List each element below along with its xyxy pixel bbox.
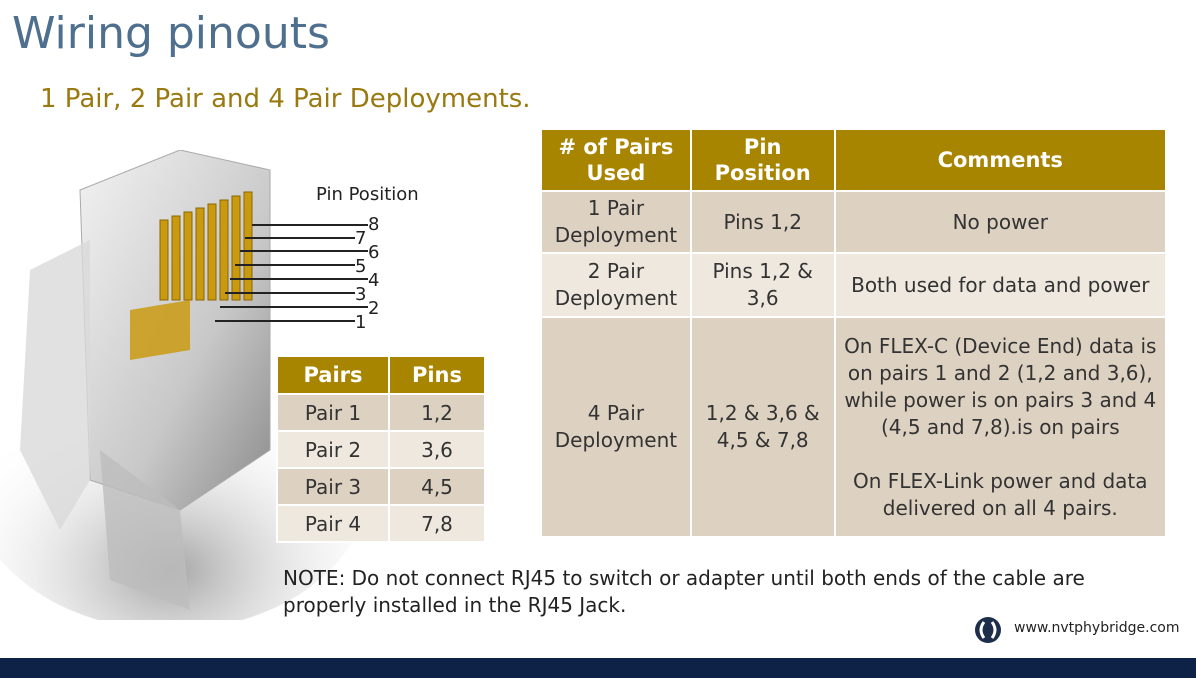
pairs-header: Pairs — [276, 355, 390, 395]
pin-position-label: Pin Position — [316, 184, 419, 205]
bottom-bar — [0, 658, 1196, 678]
pin-label-4: 4 — [368, 270, 379, 291]
pins-cell: 4,5 — [388, 467, 486, 506]
gold-contacts — [159, 191, 253, 301]
note-body: : Do not connect RJ45 to switch or adapt… — [283, 566, 1085, 617]
pair-cell: Pair 4 — [276, 504, 390, 543]
pins-header: Pins — [388, 355, 486, 395]
pairs-pins-table: Pairs Pins Pair 1 1,2 Pair 2 3,6 Pair 3 … — [276, 355, 486, 543]
slide-subtitle: 1 Pair, 2 Pair and 4 Pair Deployments. — [40, 84, 531, 114]
table-row: Pair 1 1,2 — [276, 393, 486, 432]
pin-label-7: 7 — [355, 228, 366, 249]
flex-c-comment: On FLEX-C (Device End) data is on pairs … — [844, 333, 1157, 439]
pin-label-1: 1 — [355, 312, 366, 333]
deployment-table: # of Pairs Used Pin Position Comments 1 … — [540, 128, 1168, 538]
table-row: 2 Pair Deployment Pins 1,2 & 3,6 Both us… — [540, 252, 1168, 318]
comment-cell: No power — [833, 190, 1168, 254]
pair-cell: Pair 3 — [276, 467, 390, 506]
comment-cell: Both used for data and power — [833, 252, 1168, 318]
comment-cell: On FLEX-C (Device End) data is on pairs … — [833, 316, 1168, 538]
pairs-used-cell: 4 Pair Deployment — [540, 316, 692, 538]
pair-cell: Pair 2 — [276, 430, 390, 469]
pin-position-header: Pin Position — [689, 128, 836, 192]
note-label: NOTE — [283, 566, 339, 590]
slide-title: Wiring pinouts — [12, 8, 330, 59]
pin-position-cell: Pins 1,2 — [689, 190, 836, 254]
pins-cell: 1,2 — [388, 393, 486, 432]
pin-label-3: 3 — [355, 284, 366, 305]
table-row: Pair 4 7,8 — [276, 504, 486, 543]
pins-cell: 7,8 — [388, 504, 486, 543]
table-row: 1 Pair Deployment Pins 1,2 No power — [540, 190, 1168, 254]
pin-label-6: 6 — [368, 242, 379, 263]
nvt-phybridge-logo-icon — [975, 617, 1001, 643]
note-text: NOTE: Do not connect RJ45 to switch or a… — [283, 565, 1163, 619]
pairs-used-header: # of Pairs Used — [540, 128, 692, 192]
table-row: Pair 2 3,6 — [276, 430, 486, 469]
pin-position-cell: 1,2 & 3,6 & 4,5 & 7,8 — [689, 316, 836, 538]
table-row: Pair 3 4,5 — [276, 467, 486, 506]
pairs-used-cell: 2 Pair Deployment — [540, 252, 692, 318]
pin-label-5: 5 — [355, 256, 366, 277]
comments-header: Comments — [833, 128, 1168, 192]
footer-url: www.nvtphybridge.com — [1014, 620, 1180, 636]
pin-label-2: 2 — [368, 298, 379, 319]
pin-position-cell: Pins 1,2 & 3,6 — [689, 252, 836, 318]
pin-label-8: 8 — [368, 214, 379, 235]
flex-link-comment: On FLEX-Link power and data delivered on… — [853, 468, 1148, 520]
pairs-used-cell: 1 Pair Deployment — [540, 190, 692, 254]
table-row: 4 Pair Deployment 1,2 & 3,6 & 4,5 & 7,8 … — [540, 316, 1168, 538]
pair-cell: Pair 1 — [276, 393, 390, 432]
pins-cell: 3,6 — [388, 430, 486, 469]
